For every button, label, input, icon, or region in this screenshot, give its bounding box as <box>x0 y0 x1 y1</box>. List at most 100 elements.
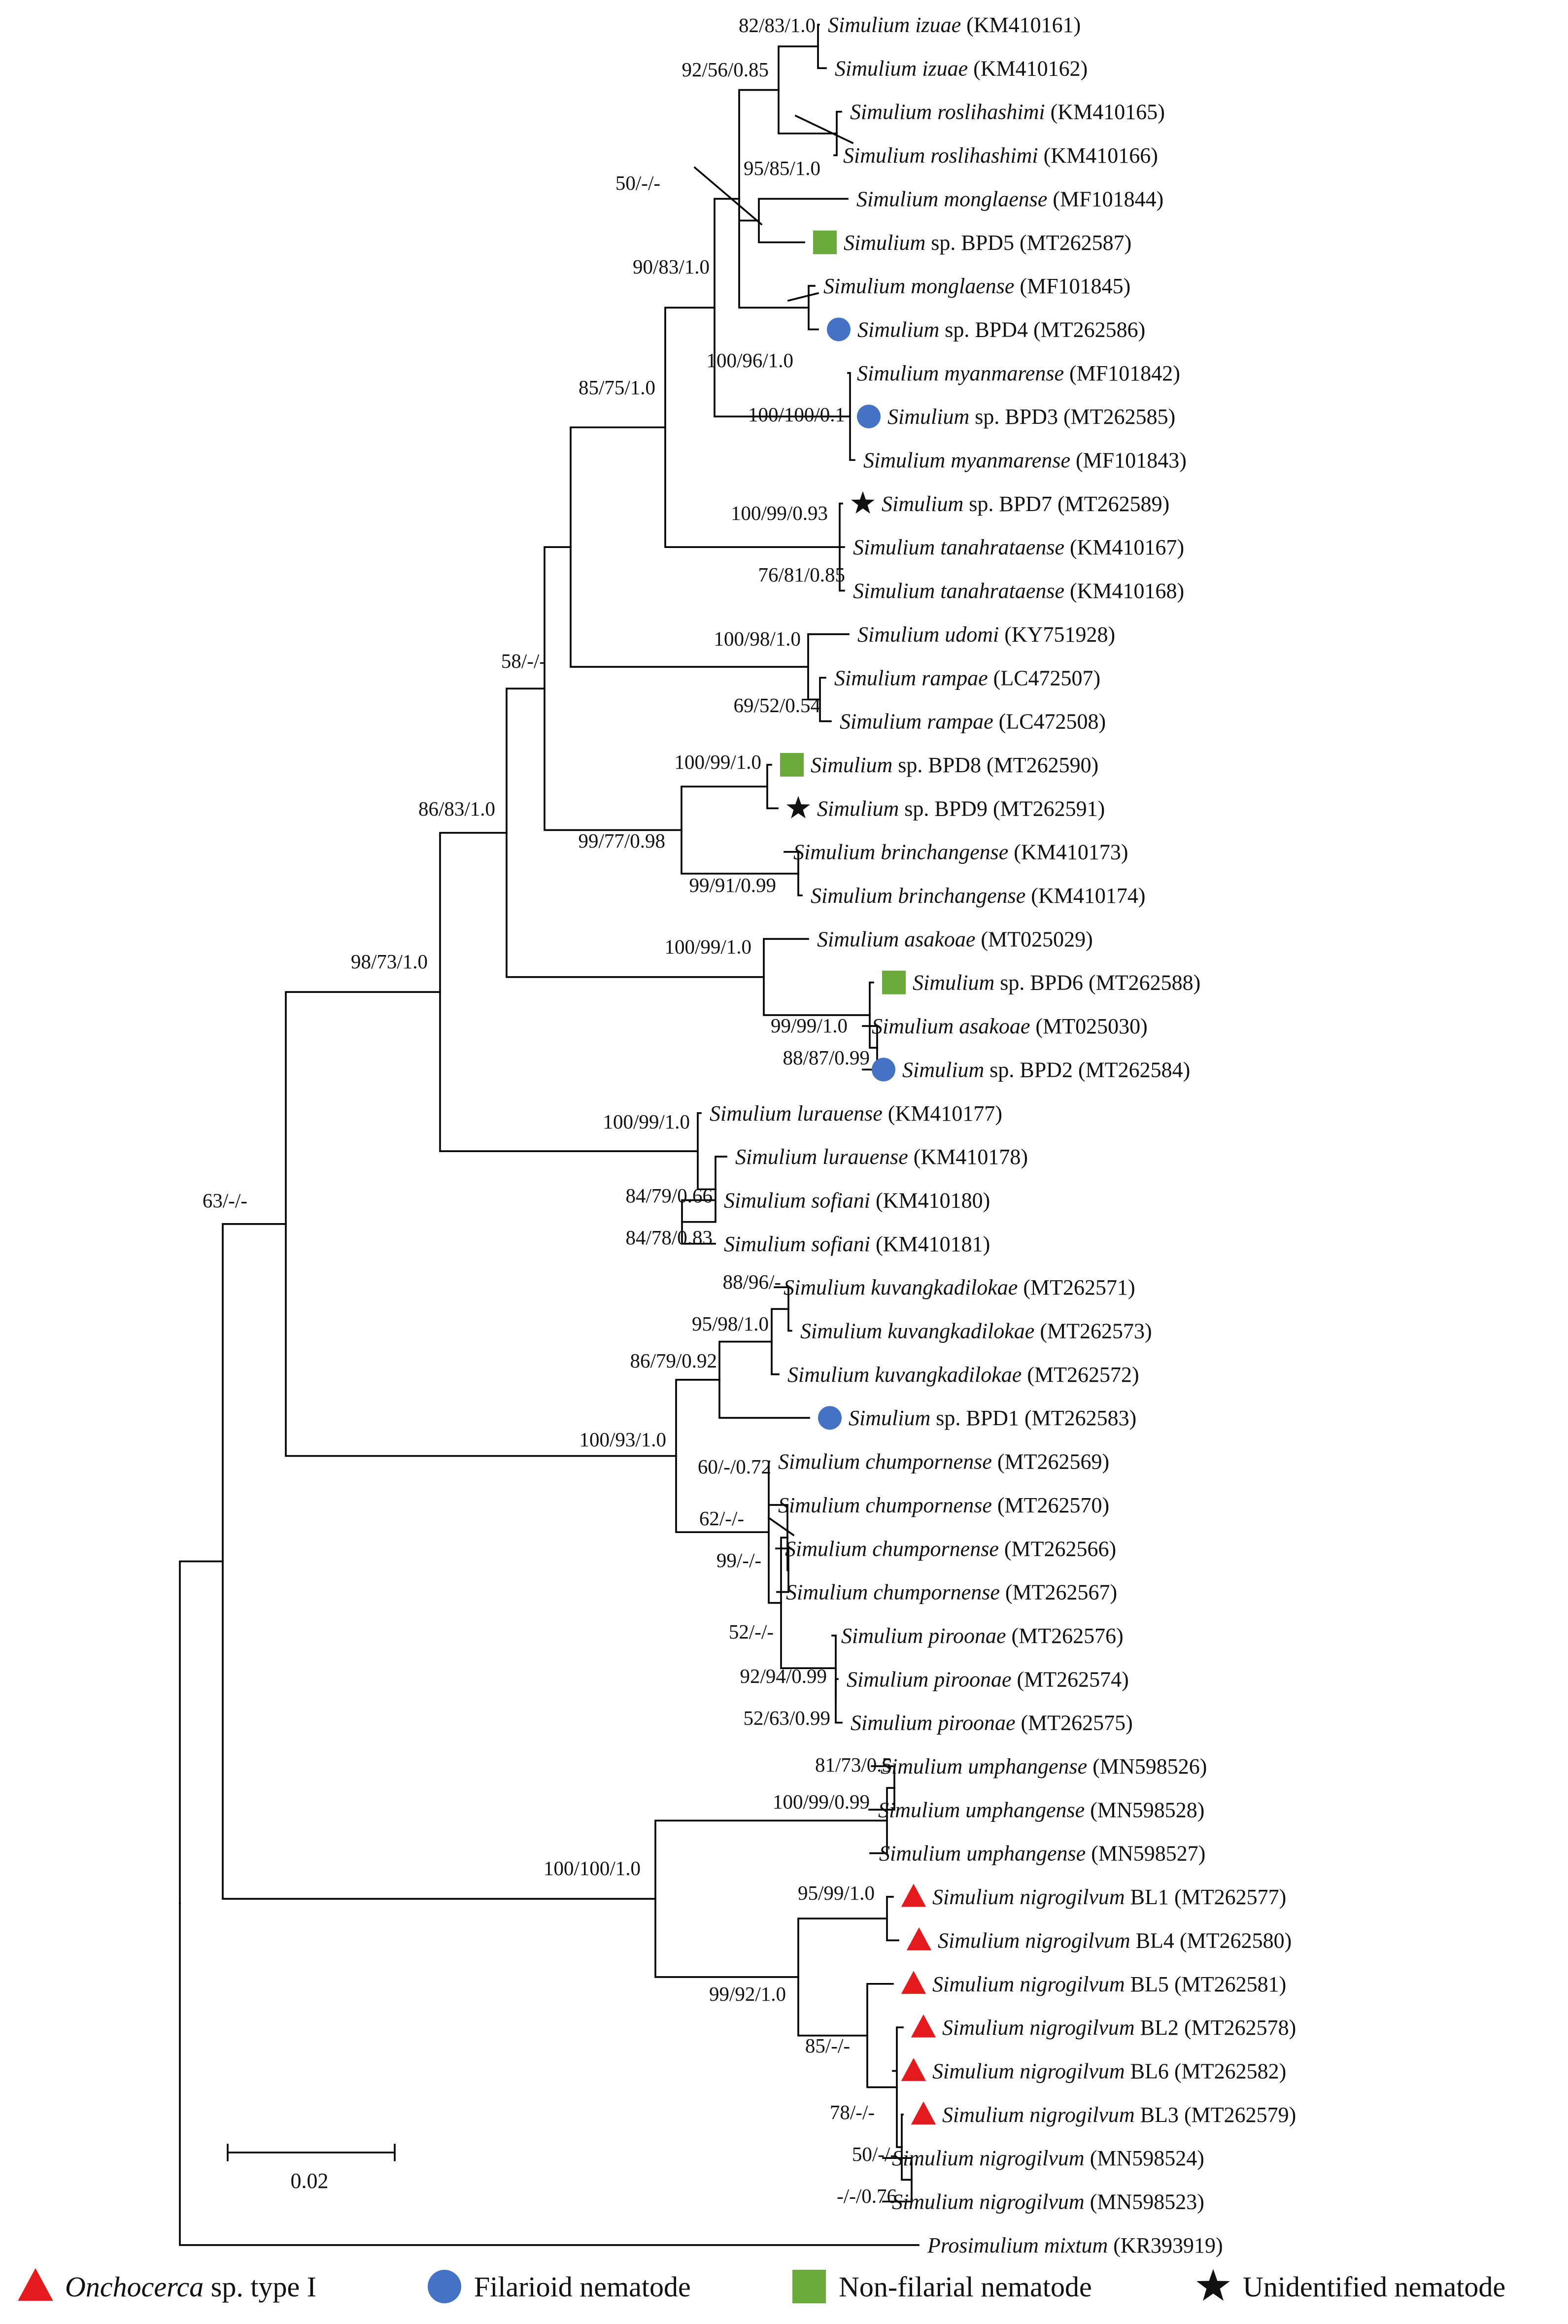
tip-accession: (KM410161) <box>961 13 1081 37</box>
tip-accession: (KM410166) <box>1038 143 1158 168</box>
tip-label: Simulium sp. BPD6 (MT262588) <box>913 971 1200 995</box>
legend-circle-icon <box>428 2270 461 2303</box>
tip-species: roslihashimi <box>925 143 1038 168</box>
tip-accession: (MN598524) <box>1085 2146 1204 2170</box>
tip-accession: (MT262577) <box>1169 1885 1286 1909</box>
tip-genus: Simulium <box>778 1493 860 1517</box>
support-value: 85/-/- <box>805 2034 850 2057</box>
support-value: 100/98/1.0 <box>714 627 801 650</box>
tip-accession: (KM410162) <box>968 56 1088 80</box>
tip-species: umphangense <box>962 1754 1087 1778</box>
tip-accession: (KM410165) <box>1045 100 1165 124</box>
tip-label: Simulium umphangense (MN598528) <box>878 1798 1204 1822</box>
support-value: 69/52/0.54 <box>733 694 820 717</box>
marker-circle-32 <box>818 1406 842 1430</box>
tip-genus: Simulium <box>785 1537 867 1561</box>
tip-label: Simulium kuvangkadilokae (MT262573) <box>800 1319 1152 1343</box>
tip-species: nigrogilvum <box>974 2190 1084 2214</box>
tip-genus: Simulium <box>847 1667 928 1691</box>
tip-species: piroonae <box>923 1624 1006 1648</box>
support-value: 99/92/1.0 <box>709 1982 786 2005</box>
marker-triangle-46 <box>911 2014 936 2038</box>
tip-accession: (MT262583) <box>1019 1406 1136 1430</box>
tip-genus: Simulium <box>882 492 963 516</box>
tip-genus: Simulium <box>841 1624 923 1648</box>
tip-genus: Simulium <box>857 317 939 342</box>
tip-label: Simulium sp. BPD4 (MT262586) <box>857 317 1145 342</box>
support-value: 99/99/1.0 <box>771 1014 848 1037</box>
tip-accession: (MT262587) <box>1014 231 1131 255</box>
legend-label: Onchocerca sp. type I <box>65 2271 316 2303</box>
tip-genus: Simulium <box>778 1450 860 1474</box>
tip-species: sp. BPD4 <box>939 317 1028 342</box>
legend-label: Filarioid nematode <box>474 2271 691 2303</box>
support-value: 62/-/- <box>699 1507 744 1530</box>
legend-item-triangle: Onchocerca sp. type I <box>18 2268 316 2303</box>
tip-species: nigrogilvum <box>1014 1885 1125 1909</box>
tip-species: kuvangkadilokae <box>869 1363 1022 1387</box>
tip-species: nigrogilvum <box>1020 1928 1130 1952</box>
tip-accession: (MT262590) <box>981 753 1098 777</box>
tip-label: Simulium nigrogilvum BL3 (MT262579) <box>942 2103 1296 2127</box>
support-value: 50/-/- <box>615 171 660 194</box>
legend-item-star: Unidentified nematode <box>1196 2269 1505 2303</box>
tip-species: umphangense <box>961 1842 1086 1866</box>
tip-genus: Simulium <box>932 2059 1014 2083</box>
tip-label: Simulium umphangense (MN598526) <box>881 1754 1207 1778</box>
tip-accession: (MT262573) <box>1034 1319 1152 1343</box>
support-value: 63/-/- <box>203 1189 247 1212</box>
tip-label: Simulium monglaense (MF101844) <box>856 187 1163 211</box>
tip-accession: (MT025029) <box>975 927 1092 951</box>
tip-isolate: BL6 <box>1125 2059 1169 2083</box>
marker-triangle-45 <box>901 1971 926 1994</box>
support-value: 100/99/0.93 <box>731 502 828 524</box>
tip-genus: Simulium <box>811 753 892 777</box>
branch-kuv <box>771 1308 789 1375</box>
support-value: 78/-/- <box>830 2101 875 2123</box>
branch-izu <box>817 24 827 69</box>
support-value: 95/99/1.0 <box>798 1881 875 1904</box>
branch-bpd89 <box>766 764 779 810</box>
tip-genus: Simulium <box>856 187 938 211</box>
branch-ch0 <box>768 1460 782 1604</box>
marker-square-22 <box>882 970 906 994</box>
tip-isolate: BL3 <box>1135 2103 1179 2127</box>
tip-genus: Simulium <box>800 1319 882 1343</box>
tip-genus: Simulium <box>786 1580 868 1605</box>
tip-label: Simulium tanahrataense (KM410168) <box>853 579 1184 603</box>
marker-star-11 <box>851 491 875 514</box>
tip-genus: Simulium <box>857 622 939 647</box>
tip-label: Simulium chumpornense (MT262570) <box>778 1493 1109 1517</box>
tip-label: Simulium nigrogilvum (MN598524) <box>892 2146 1204 2170</box>
support-value: -/-/0.76 <box>837 2185 897 2207</box>
tip-label: Prosimulium mixtum (KR393919) <box>927 2233 1223 2257</box>
scale-bar: 0.02 <box>227 2144 396 2193</box>
branch-f <box>681 786 799 875</box>
tip-label: Simulium nigrogilvum BL1 (MT262577) <box>932 1885 1286 1909</box>
tip-accession: (MT262578) <box>1179 2016 1296 2040</box>
tip-genus: Simulium <box>811 884 892 908</box>
legend: Onchocerca sp. type I Filarioid nematode N… <box>18 2268 1505 2303</box>
tip-labels: Simulium izuae (KM410161)Simulium izuae … <box>710 13 1296 2257</box>
branch-j <box>285 991 677 1457</box>
tip-accession: (MT262585) <box>1058 405 1175 429</box>
tip-genus: Simulium <box>878 1798 960 1822</box>
tip-genus: Simulium <box>892 2146 974 2170</box>
support-value: 100/99/1.0 <box>603 1110 690 1133</box>
tip-accession: (MF101845) <box>1014 274 1130 298</box>
marker-star-18 <box>786 796 810 819</box>
tip-species: brinchangense <box>875 840 1008 864</box>
tip-accession: (KM410167) <box>1064 535 1184 559</box>
tip-species: kuvangkadilokae <box>882 1319 1034 1343</box>
tip-accession: (KM410180) <box>870 1188 990 1212</box>
tip-species: asakoae <box>899 927 975 951</box>
tip-genus: Simulium <box>844 231 925 255</box>
tip-accession: (MN598523) <box>1085 2190 1204 2214</box>
legend-label-italic: Onchocerca <box>65 2271 204 2303</box>
tip-label: Simulium nigrogilvum BL6 (MT262582) <box>932 2059 1286 2083</box>
tip-species: udomi <box>939 622 999 647</box>
tip-label: Simulium udomi (KY751928) <box>857 622 1115 647</box>
support-value: 85/75/1.0 <box>579 376 655 399</box>
tip-label: Simulium sp. BPD8 (MT262590) <box>811 753 1098 777</box>
